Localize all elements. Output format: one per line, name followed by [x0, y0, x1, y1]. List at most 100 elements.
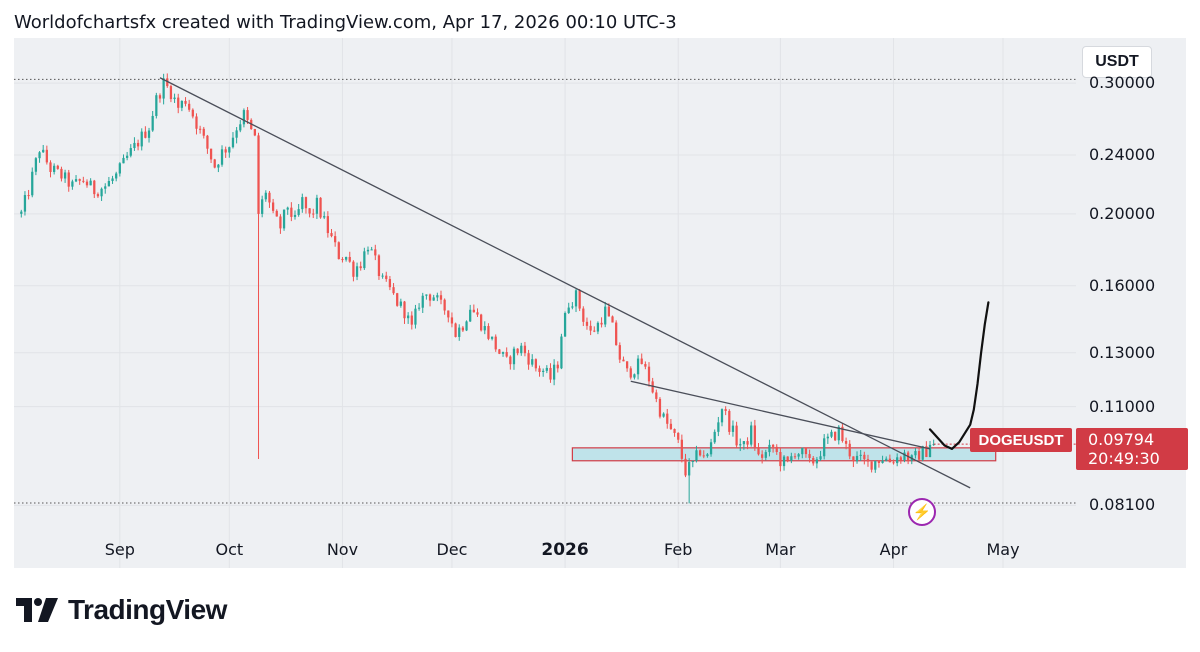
candle-body: [381, 275, 384, 277]
candle-body: [921, 446, 924, 460]
candle-body: [600, 322, 603, 325]
candle-body: [866, 459, 870, 462]
candle-body: [261, 199, 264, 214]
candle-body: [713, 431, 716, 443]
candle-body: [308, 208, 311, 214]
candle-body: [786, 456, 789, 461]
candle-body: [666, 413, 669, 424]
candle-body: [133, 142, 136, 149]
candle-body: [604, 306, 607, 325]
x-tick-label: Mar: [765, 540, 796, 559]
candle-body: [348, 256, 351, 262]
candle-body: [410, 315, 413, 325]
candle-body: [82, 180, 85, 182]
candle-body: [585, 321, 589, 326]
candle-body: [177, 97, 180, 108]
candle-body: [293, 214, 297, 217]
candle-body: [768, 444, 771, 453]
candle-body: [344, 256, 348, 260]
candle-body: [85, 181, 89, 186]
candle-body: [571, 306, 574, 308]
x-tick-label: Feb: [664, 540, 693, 559]
candle-body: [498, 349, 501, 354]
candle-body: [239, 124, 242, 131]
candle-body: [78, 179, 81, 181]
candle-body: [385, 275, 388, 280]
y-tick-label: 0.11000: [1089, 396, 1156, 416]
candle-body: [538, 368, 541, 372]
candle-body: [870, 461, 873, 470]
candle-body: [53, 165, 56, 172]
candle-body: [655, 392, 658, 399]
candle-body: [717, 422, 720, 432]
candle-body: [341, 259, 344, 261]
candle-body: [330, 233, 333, 237]
candle-body: [695, 450, 698, 461]
candle-body: [326, 216, 329, 234]
candle-body: [487, 326, 490, 339]
candle-body: [775, 446, 778, 453]
candle-body: [458, 327, 461, 337]
candle-body: [158, 95, 162, 99]
currency-button[interactable]: USDT: [1082, 46, 1152, 78]
candle-body: [191, 109, 194, 117]
x-tick-label: Dec: [436, 540, 468, 559]
candle-body: [323, 216, 326, 218]
candle-body: [195, 116, 198, 129]
price-chart[interactable]: [14, 38, 1186, 568]
candle-body: [439, 295, 443, 300]
candle-body: [512, 348, 516, 365]
candle-body: [228, 147, 231, 153]
candle-body: [166, 78, 169, 87]
candle-body: [115, 173, 118, 179]
candle-body: [841, 426, 844, 442]
candle-body: [658, 398, 662, 417]
candle-body: [155, 95, 158, 116]
candle-body: [739, 444, 742, 446]
candle-body: [899, 457, 902, 461]
candle-body: [677, 432, 680, 440]
candle-body: [892, 462, 895, 464]
candle-body: [184, 100, 187, 104]
candle-body: [804, 447, 808, 455]
candle-body: [104, 186, 107, 189]
candle-body: [334, 236, 337, 243]
candle-body: [844, 441, 848, 444]
candle-body: [27, 195, 30, 197]
candle-body: [388, 279, 392, 288]
candle-body: [746, 441, 749, 445]
candle-body: [852, 456, 855, 462]
candle-body: [180, 100, 184, 108]
candle-body: [275, 210, 278, 217]
candle-body: [793, 456, 797, 458]
candle-body: [567, 307, 570, 314]
candle-body: [669, 423, 673, 430]
candle-body: [534, 359, 538, 369]
candle-body: [680, 439, 683, 459]
tradingview-logo[interactable]: TradingView: [16, 594, 227, 626]
candle-body: [644, 364, 647, 367]
candle-body: [545, 367, 548, 371]
candle-body: [100, 188, 103, 197]
candle-body: [848, 443, 851, 457]
candle-body: [407, 315, 410, 319]
candle-body: [235, 130, 238, 138]
candle-body: [428, 294, 432, 301]
candle-body: [742, 441, 746, 445]
candle-body: [450, 317, 454, 324]
flash-icon[interactable]: ⚡: [908, 498, 936, 526]
symbol-label[interactable]: DOGEUSDT: [970, 428, 1072, 452]
candle-body: [903, 452, 906, 461]
candle-body: [582, 308, 585, 322]
candle-body: [220, 149, 224, 165]
candle-body: [837, 426, 840, 441]
candle-body: [264, 192, 267, 200]
candle-body: [625, 361, 629, 369]
candle-body: [688, 462, 691, 476]
candle-body: [297, 209, 300, 215]
candle-body: [304, 197, 308, 209]
candle-body: [60, 168, 63, 179]
chart-panel[interactable]: [14, 38, 1186, 568]
candle-body: [286, 207, 289, 210]
candle-body: [691, 460, 694, 463]
